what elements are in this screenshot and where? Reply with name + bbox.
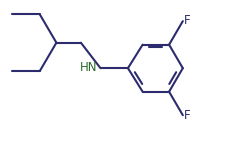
Text: F: F — [184, 14, 190, 27]
Text: F: F — [184, 109, 190, 122]
Text: HN: HN — [80, 61, 98, 74]
